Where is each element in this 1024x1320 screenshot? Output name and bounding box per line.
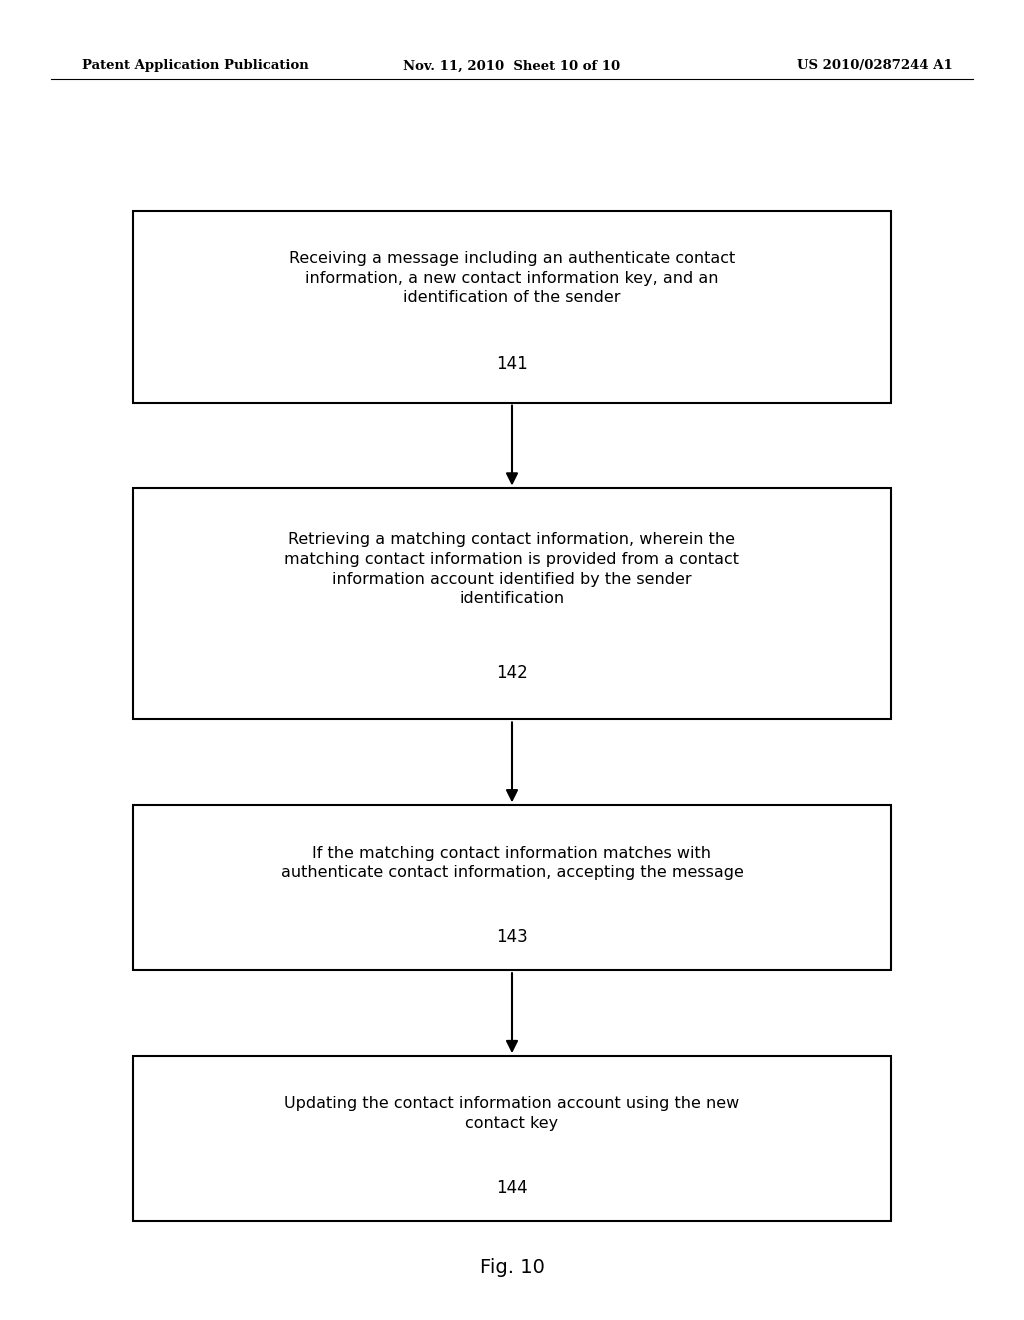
Text: US 2010/0287244 A1: US 2010/0287244 A1 bbox=[797, 59, 952, 73]
Text: Receiving a message including an authenticate contact
information, a new contact: Receiving a message including an authent… bbox=[289, 251, 735, 305]
FancyBboxPatch shape bbox=[133, 211, 891, 403]
Text: Fig. 10: Fig. 10 bbox=[479, 1258, 545, 1276]
FancyBboxPatch shape bbox=[133, 1056, 891, 1221]
Text: 144: 144 bbox=[497, 1179, 527, 1197]
Text: Nov. 11, 2010  Sheet 10 of 10: Nov. 11, 2010 Sheet 10 of 10 bbox=[403, 59, 621, 73]
Text: 141: 141 bbox=[496, 355, 528, 374]
Text: 143: 143 bbox=[496, 928, 528, 946]
FancyBboxPatch shape bbox=[133, 488, 891, 719]
Text: If the matching contact information matches with
authenticate contact informatio: If the matching contact information matc… bbox=[281, 846, 743, 880]
FancyBboxPatch shape bbox=[133, 805, 891, 970]
Text: Patent Application Publication: Patent Application Publication bbox=[82, 59, 308, 73]
Text: Updating the contact information account using the new
contact key: Updating the contact information account… bbox=[285, 1097, 739, 1131]
Text: 142: 142 bbox=[496, 664, 528, 682]
Text: Retrieving a matching contact information, wherein the
matching contact informat: Retrieving a matching contact informatio… bbox=[285, 532, 739, 606]
